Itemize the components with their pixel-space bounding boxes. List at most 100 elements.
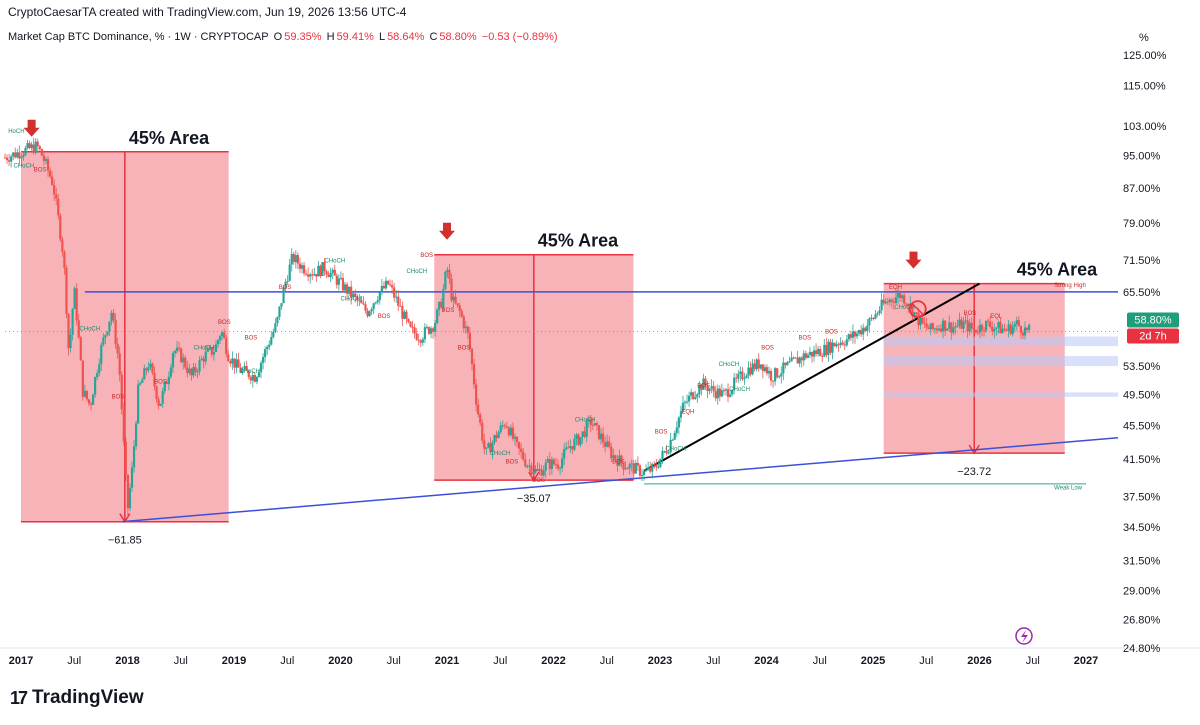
candle-body [1005, 329, 1008, 331]
candle-body [425, 327, 429, 329]
candle-body [202, 358, 205, 362]
x-tick-label: 2023 [648, 655, 672, 667]
structure-label: CHoCH [340, 296, 361, 302]
candle-body [984, 320, 988, 331]
candle-body [776, 368, 779, 378]
candle-body [712, 386, 715, 392]
candle-body [849, 334, 853, 338]
candle-body [112, 312, 115, 320]
candle-body [558, 468, 562, 470]
candle-body [401, 306, 404, 319]
candle-body [825, 344, 828, 356]
candle-body [323, 262, 326, 272]
candle-body [530, 465, 533, 475]
candle-body [255, 376, 259, 382]
candle-body [798, 357, 801, 364]
candle-body [714, 391, 717, 399]
candle-body [335, 275, 338, 285]
candle-body [563, 449, 566, 459]
candle-body [266, 346, 269, 350]
candle-body [604, 442, 607, 447]
candle-body [911, 303, 914, 317]
candle-body [769, 370, 773, 381]
candle-body [421, 339, 424, 343]
zone-label-3: 45% Area [1017, 260, 1098, 280]
structure-label: CHoCH [194, 345, 215, 351]
candle-body [196, 371, 199, 373]
candle-body [139, 383, 142, 385]
structure-label: BOS [378, 314, 391, 320]
candle-body [42, 155, 46, 161]
candle-body [462, 316, 465, 329]
candle-body [100, 344, 103, 365]
candle-body [966, 320, 969, 332]
candle-body [851, 331, 855, 338]
y-tick-label: 103.00% [1123, 121, 1167, 133]
candle-body [300, 265, 304, 269]
candle-body [208, 347, 211, 349]
y-tick-label: 71.50% [1123, 255, 1161, 267]
candle-body [888, 299, 891, 303]
candle-body [431, 328, 435, 332]
candle-body [1007, 324, 1010, 331]
candle-body [526, 466, 529, 468]
y-tick-label: 29.00% [1123, 586, 1161, 598]
candle-body [606, 441, 609, 447]
candle-body [839, 342, 842, 346]
symbol-name[interactable]: Market Cap BTC Dominance, % · 1W · CRYPT… [8, 31, 269, 43]
candle-body [155, 386, 158, 400]
candle-body [622, 463, 625, 470]
candle-body [468, 332, 472, 349]
candle-body [165, 382, 168, 385]
candle-body [548, 459, 551, 469]
candle-body [515, 436, 519, 443]
price-scale-unit[interactable]: % [1139, 32, 1149, 44]
candle-body [91, 394, 95, 405]
candle-body [862, 327, 865, 335]
candle-body [331, 269, 334, 273]
candle-body [599, 433, 603, 440]
candle-body [917, 312, 920, 326]
structure-label: BOS [612, 460, 625, 466]
candle-body [452, 296, 455, 301]
candle-body [274, 323, 277, 332]
structure-label: CHoCH [894, 305, 915, 311]
candle-body [868, 318, 871, 326]
candle-body [571, 446, 574, 450]
candle-body [44, 159, 48, 161]
candle-body [366, 310, 369, 317]
y-tick-label: 53.50% [1123, 361, 1161, 373]
candle-body [288, 264, 291, 281]
candle-body [536, 468, 539, 471]
candle-body [833, 342, 836, 347]
candle-body [522, 451, 525, 460]
y-tick-label: 79.00% [1123, 218, 1161, 230]
candle-body [673, 432, 676, 440]
reversal-circle-icon [908, 300, 927, 319]
close-value: 58.80% [439, 31, 477, 43]
structure-label: CHoCH [407, 269, 428, 275]
candle-body [657, 466, 660, 468]
candle-body [268, 344, 271, 347]
candle-body [460, 310, 463, 317]
candle-body [87, 399, 91, 404]
candle-body [894, 297, 898, 303]
tradingview-logo[interactable]: 17 TradingView [10, 687, 144, 709]
candle-body [921, 317, 924, 324]
candle-body [384, 280, 388, 289]
y-tick-label: 125.00% [1123, 50, 1167, 62]
candle-body [950, 322, 953, 333]
candle-body [952, 327, 955, 333]
structure-label: BOS [458, 345, 471, 351]
candle-body [780, 373, 783, 377]
candle-body [151, 363, 154, 373]
candle-body [704, 378, 707, 386]
candle-body [264, 349, 267, 358]
candle-body [147, 367, 150, 371]
candle-body [1003, 328, 1006, 330]
candle-body [497, 432, 500, 439]
candle-body [944, 320, 947, 331]
structure-label: BOS [506, 460, 519, 466]
candle-body [626, 468, 629, 470]
